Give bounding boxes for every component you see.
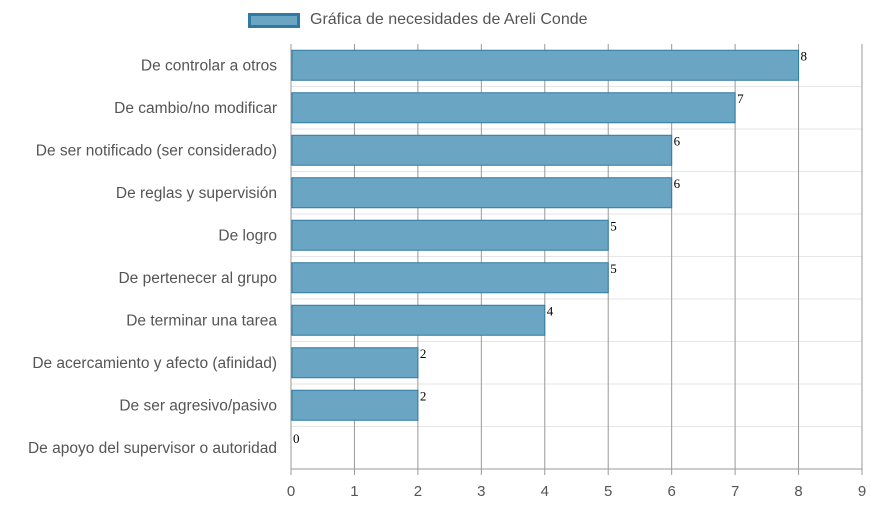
bar (291, 49, 800, 81)
category-label: De ser agresivo/pasivo (119, 397, 277, 414)
bar (291, 304, 546, 336)
data-label: 2 (420, 346, 427, 361)
x-tick-label: 3 (477, 483, 485, 500)
x-tick-label: 6 (667, 483, 675, 500)
category-label: De cambio/no modificar (114, 100, 277, 117)
data-label: 6 (674, 176, 681, 191)
bar (291, 219, 609, 251)
x-tick-label: 1 (350, 483, 358, 500)
legend-label: Gráfica de necesidades de Areli Conde (310, 11, 588, 28)
category-label: De ser notificado (ser considerado) (36, 142, 277, 159)
x-tick-label: 0 (287, 483, 295, 500)
bar (291, 389, 419, 421)
bar (291, 134, 673, 166)
category-label: De pertenecer al grupo (118, 270, 277, 287)
x-tick-label: 8 (794, 483, 802, 500)
category-label: De apoyo del supervisor o autoridad (28, 440, 277, 457)
bar (291, 347, 419, 379)
x-tick-label: 9 (858, 483, 866, 500)
data-label: 4 (547, 303, 554, 318)
category-label: De reglas y supervisión (116, 185, 277, 202)
data-label: 2 (420, 388, 427, 403)
category-label: De acercamiento y afecto (afinidad) (32, 355, 277, 372)
data-label: 8 (801, 48, 808, 63)
data-label: 5 (610, 218, 617, 233)
bar (291, 177, 673, 209)
x-tick-label: 5 (604, 483, 612, 500)
x-tick-label: 4 (541, 483, 549, 500)
category-label: De terminar una tarea (126, 312, 277, 329)
chart-legend: Gráfica de necesidades de Areli Conde (248, 9, 588, 31)
bar (291, 92, 736, 124)
data-label: 0 (293, 431, 300, 446)
data-label: 5 (610, 261, 617, 276)
x-tick-label: 2 (414, 483, 422, 500)
data-label: 6 (674, 133, 681, 148)
category-label: De controlar a otros (141, 57, 277, 74)
bar (291, 262, 609, 294)
legend-swatch (248, 12, 300, 28)
x-tick-label: 7 (731, 483, 739, 500)
category-label: De logro (218, 227, 277, 244)
data-label: 7 (737, 91, 744, 106)
